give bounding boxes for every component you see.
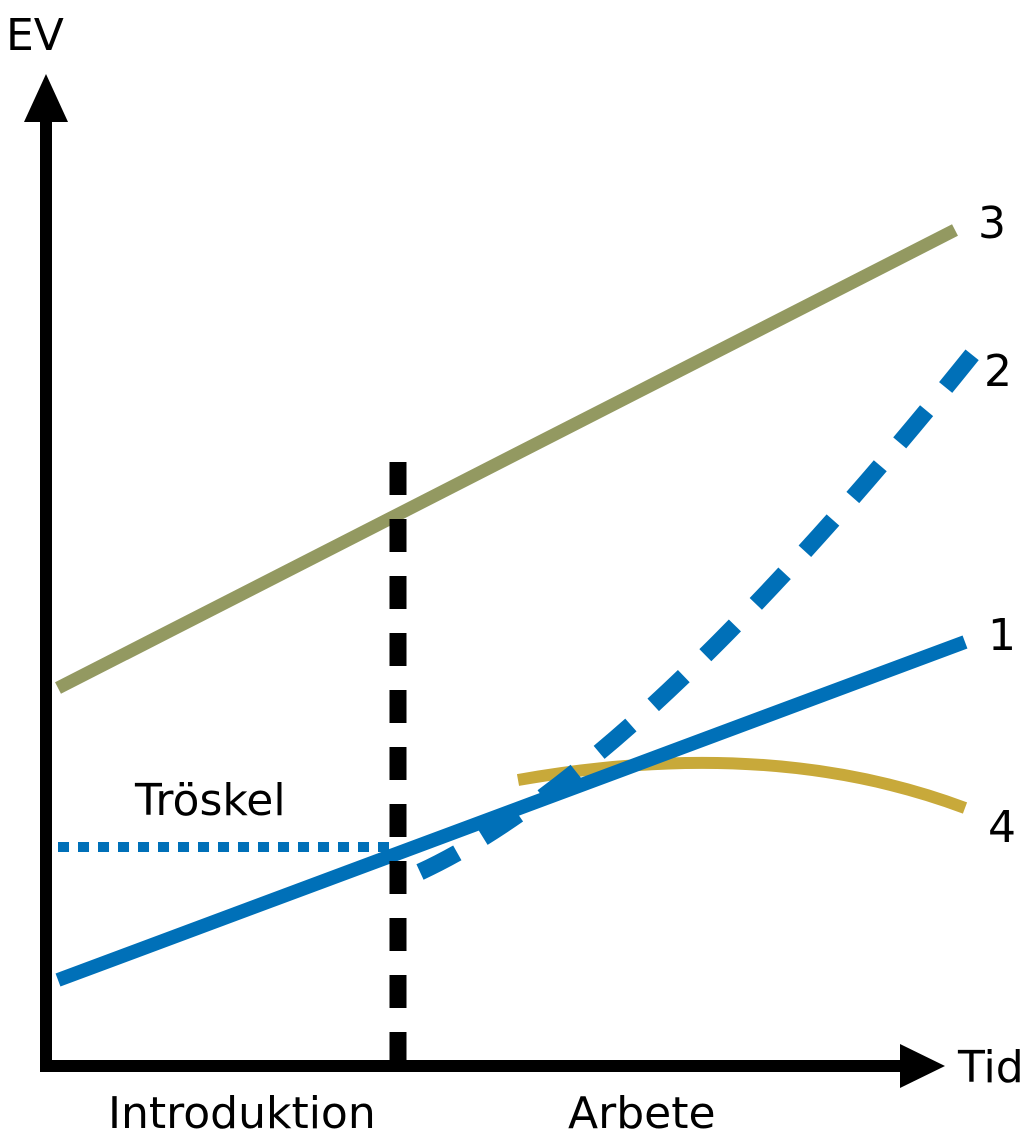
series-2-dashed-curve (416, 339, 987, 880)
x-axis-arrowhead (900, 1044, 945, 1088)
series-4-label: 4 (988, 802, 1016, 853)
series-1-line (55, 635, 968, 987)
threshold-label: Tröskel (134, 775, 286, 826)
series-3-line (55, 224, 958, 694)
series-1-label: 1 (988, 610, 1016, 661)
series-3-label: 3 (978, 198, 1006, 249)
y-axis-label: EV (6, 10, 64, 61)
y-axis-arrowhead (24, 74, 68, 122)
series-2-label: 2 (984, 346, 1012, 397)
phase-label-introduction: Introduktion (108, 1088, 376, 1137)
phase-label-work: Arbete (568, 1088, 716, 1137)
series-4-curve (516, 756, 968, 814)
x-axis-label: Tid (957, 1042, 1024, 1093)
